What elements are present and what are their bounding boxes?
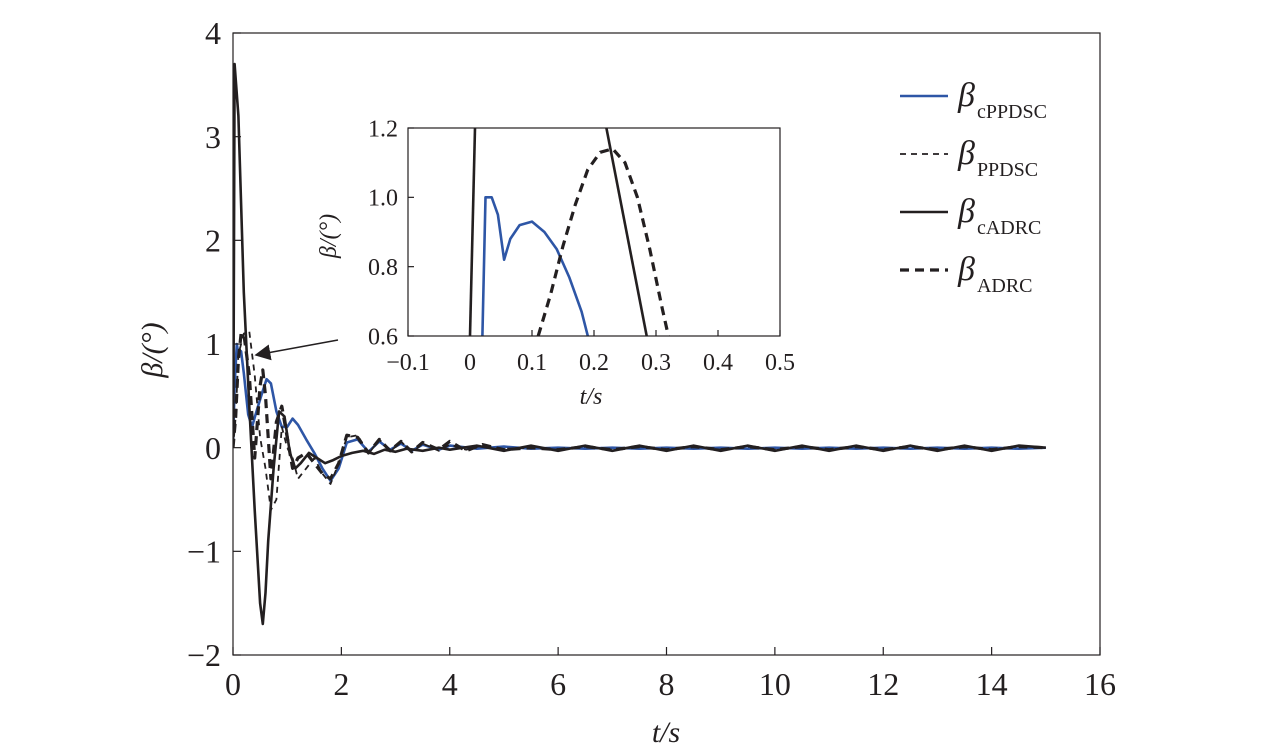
main-y-tick-label: −2 (187, 637, 221, 673)
inset-series-line-2 (536, 147, 670, 336)
inset-y-tick-label: 0.8 (368, 255, 398, 281)
main-x-ticks: 0 2 4 6 8 10 12 14 16 (225, 647, 1116, 702)
main-x-tick-label: 12 (867, 666, 899, 702)
inset-series-group (468, 128, 670, 336)
main-series-group (233, 62, 1046, 626)
main-y-tick-label: 4 (205, 15, 221, 51)
inset-y-ticks: 0.6 0.8 1.0 1.2 (368, 116, 414, 350)
zoom-annotation-arrow (254, 339, 339, 361)
main-y-ticks: −2 −1 0 1 2 3 4 (187, 15, 241, 673)
inset-series-line-4 (605, 128, 648, 336)
main-y-tick-label: −1 (187, 534, 221, 570)
main-x-tick-label: 14 (976, 666, 1008, 702)
inset-y-tick-label: 1.0 (368, 186, 398, 212)
inset-y-tick-label: 1.2 (368, 116, 398, 142)
legend-label-2: β PPDSC (957, 135, 1038, 181)
inset-x-axis-label: t/s (580, 384, 603, 410)
main-y-axis-label: β/(°) (136, 322, 169, 378)
main-x-tick-label: 0 (225, 666, 241, 702)
main-series-line-1 (233, 342, 1046, 483)
legend-label-1: β cPPDSC (957, 77, 1047, 123)
main-x-tick-label: 8 (659, 666, 675, 702)
legend-label-4: β ADRC (957, 251, 1033, 297)
main-series-line-2 (233, 330, 1046, 511)
main-series-line-4 (233, 332, 1046, 481)
inset-x-tick-label: 0.5 (765, 350, 795, 376)
inset-x-tick-label: −0.1 (386, 350, 430, 376)
main-x-axis-label: t/s (652, 716, 680, 748)
inset-x-tick-label: 0 (464, 350, 476, 376)
inset-y-tick-label: 0.6 (368, 324, 398, 350)
main-y-tick-label: 3 (205, 119, 221, 155)
inset-series-line-1 (481, 196, 590, 336)
main-x-tick-label: 6 (550, 666, 566, 702)
inset-x-ticks: −0.1 0 0.1 0.2 0.3 0.4 0.5 (386, 330, 795, 376)
legend-label-3: β cADRC (957, 193, 1041, 239)
inset-x-tick-label: 0.4 (703, 350, 733, 376)
main-y-tick-label: 2 (205, 223, 221, 259)
main-x-tick-label: 16 (1084, 666, 1116, 702)
inset-x-tick-label: 0.2 (579, 350, 609, 376)
main-plot-frame (232, 32, 1101, 656)
main-y-tick-label: 0 (205, 430, 221, 466)
inset-y-axis-label: β/(°) (316, 214, 342, 259)
main-x-tick-label: 2 (333, 666, 349, 702)
main-x-tick-label: 4 (442, 666, 458, 702)
legend: β cPPDSC β PPDSC β cADRC β ADRC (900, 77, 1047, 297)
inset-series-line-3 (468, 128, 477, 336)
main-x-tick-label: 10 (759, 666, 791, 702)
inset-x-tick-label: 0.3 (641, 350, 671, 376)
inset-plot: −0.1 0 0.1 0.2 0.3 0.4 0.5 0.6 0.8 1.0 1.2 t/s β/… (316, 116, 795, 410)
main-y-tick-label: 1 (205, 326, 221, 362)
inset-x-tick-label: 0.1 (517, 350, 547, 376)
